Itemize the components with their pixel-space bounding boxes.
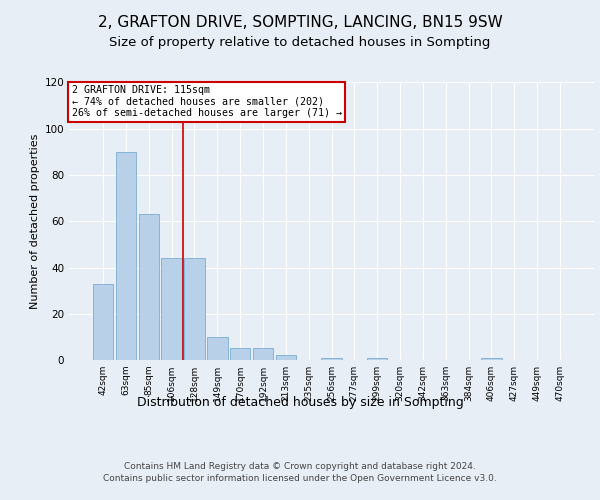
Bar [116,152,136,360]
Bar [367,358,388,360]
Y-axis label: Number of detached properties: Number of detached properties [30,134,40,309]
Bar [321,358,342,360]
Bar [207,337,227,360]
Bar [161,258,182,360]
Text: 2, GRAFTON DRIVE, SOMPTING, LANCING, BN15 9SW: 2, GRAFTON DRIVE, SOMPTING, LANCING, BN1… [98,15,502,30]
Bar [93,284,113,360]
Bar [184,258,205,360]
Bar [275,356,296,360]
Text: 2 GRAFTON DRIVE: 115sqm
← 74% of detached houses are smaller (202)
26% of semi-d: 2 GRAFTON DRIVE: 115sqm ← 74% of detache… [71,86,341,118]
Text: Size of property relative to detached houses in Sompting: Size of property relative to detached ho… [109,36,491,49]
Bar [253,348,273,360]
Text: Distribution of detached houses by size in Sompting: Distribution of detached houses by size … [137,396,463,409]
Bar [481,358,502,360]
Text: Contains HM Land Registry data © Crown copyright and database right 2024.
Contai: Contains HM Land Registry data © Crown c… [103,462,497,483]
Bar [139,214,159,360]
Bar [230,348,250,360]
